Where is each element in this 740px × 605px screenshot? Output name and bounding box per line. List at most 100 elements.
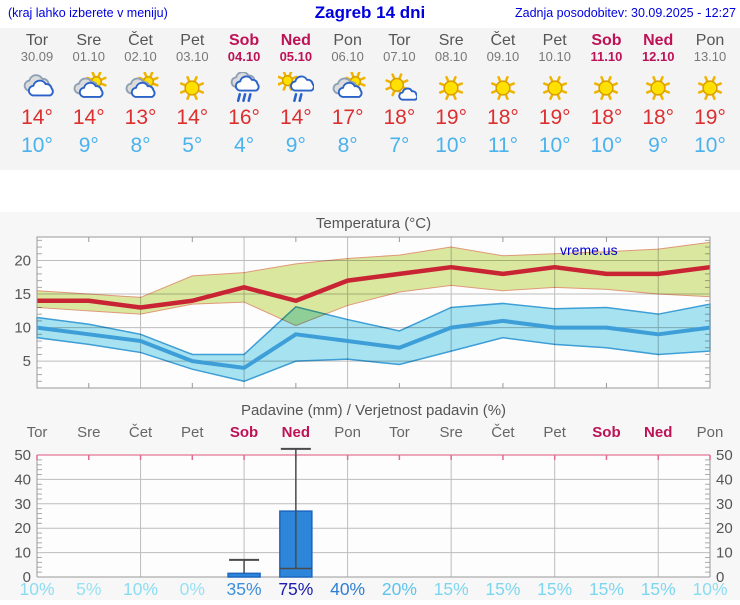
day-name: Sob (591, 32, 622, 49)
max-temperature: 18° (642, 106, 675, 129)
max-temperature: 17° (331, 106, 364, 129)
svg-text:0: 0 (23, 569, 31, 586)
cloudy-icon (23, 74, 54, 97)
precip-day-label: Čet (129, 424, 153, 441)
forecast-day-column: Ned 12.10 18° 9° (632, 28, 684, 159)
svg-text:10: 10 (14, 320, 31, 337)
rain-icon (230, 72, 260, 102)
day-name: Tor (25, 32, 49, 49)
precip-day-label: Tor (389, 424, 410, 441)
precipitation-probability: 35% (227, 579, 262, 599)
max-temperature: 19° (435, 106, 468, 129)
day-date: 06.10 (331, 49, 364, 64)
max-temperature: 18° (590, 106, 623, 129)
sunny-icon (490, 75, 515, 101)
day-date: 02.10 (124, 49, 157, 64)
precipitation-probability: 75% (278, 579, 313, 599)
precip-day-label: Čet (491, 424, 515, 441)
forecast-day-column: Sre 01.10 14° 9° (63, 28, 115, 159)
day-name: Sre (76, 32, 102, 49)
forecast-day-column: Čet 02.10 13° 8° (115, 28, 167, 159)
temperature-chart-title: Temperatura (°C) (316, 215, 431, 232)
day-date: 10.10 (538, 49, 571, 64)
forecast-day-column: Tor 07.10 18° 7° (373, 28, 425, 159)
last-update: Zadnja posodobitev: 30.09.2025 - 12:27 (514, 6, 736, 20)
forecast-day-column: Ned 05.10 14° 9° (270, 28, 322, 159)
forecast-strip: Tor 30.09 14° 10° Sre 01.10 14° 9° Čet 02.10 13° 8°… (0, 28, 740, 170)
svg-text:30: 30 (716, 496, 733, 513)
precipitation-probability: 10% (123, 579, 158, 599)
precipitation-probability: 15% (537, 579, 572, 599)
precip-day-label: Pet (181, 424, 204, 441)
forecast-day-column: Tor 30.09 14° 10° (11, 28, 63, 159)
svg-text:30: 30 (14, 496, 31, 513)
precipitation-probability: 40% (330, 579, 365, 599)
day-name: Pon (695, 32, 725, 49)
max-temperature: 19° (694, 106, 726, 129)
day-name: Pon (333, 32, 362, 49)
day-date: 09.10 (486, 49, 520, 64)
min-temperature: 7° (389, 134, 410, 157)
svg-text:15: 15 (14, 286, 31, 303)
precip-day-label: Pet (543, 424, 566, 441)
precipitation-probability: 15% (589, 579, 624, 599)
precip-day-label: Sob (230, 424, 258, 441)
precip-day-label: Sre (77, 424, 100, 441)
forecast-day-column: Čet 09.10 18° 11° (477, 28, 529, 159)
day-date: 03.10 (176, 49, 209, 64)
day-date: 07.10 (383, 49, 416, 64)
watermark-link[interactable]: vreme.us (560, 242, 618, 258)
sunny-icon (646, 75, 671, 101)
precipitation-probability: 10% (19, 579, 54, 599)
min-temperature: 10° (435, 134, 468, 157)
svg-text:20: 20 (716, 520, 733, 537)
partly-icon (73, 72, 107, 98)
precipitation-chart-title: Padavine (mm) / Verjetnost padavin (%) (241, 402, 506, 419)
partly-icon (332, 72, 366, 98)
precipitation-probability: 15% (434, 579, 469, 599)
forecast-day-column: Pet 03.10 14° 5° (166, 28, 218, 159)
location-hint: (kraj lahko izberete v meniju) (8, 6, 168, 20)
svg-text:40: 40 (14, 471, 31, 488)
day-date: 13.10 (693, 49, 727, 64)
precipitation-probability: 15% (641, 579, 676, 599)
svg-text:50: 50 (14, 447, 31, 464)
precip-day-label: Ned (644, 424, 672, 441)
day-date: 01.10 (72, 49, 106, 64)
day-date: 04.10 (227, 49, 261, 64)
day-name: Pet (180, 32, 205, 49)
precipitation-probability: 0% (180, 579, 205, 599)
partly-icon (125, 72, 159, 98)
precipitation-probability: 15% (485, 579, 520, 599)
day-date: 08.10 (434, 49, 468, 64)
temperature-chart: 5 10 15 20 Temperatura (°C) vreme.us (0, 212, 740, 405)
precip-day-label: Pon (697, 424, 724, 441)
svg-text:10: 10 (716, 545, 733, 562)
min-temperature: 9° (285, 134, 306, 157)
forecast-day-column: Pon 06.10 17° 8° (322, 28, 374, 159)
forecast-day-column: Sre 08.10 19° 10° (425, 28, 477, 159)
day-name: Čet (128, 32, 153, 49)
min-temperature: 10° (694, 134, 726, 157)
day-date: 30.09 (20, 49, 54, 64)
precipitation-probability: 5% (76, 579, 101, 599)
sunny-icon (697, 75, 723, 101)
min-temperature: 4° (234, 134, 255, 157)
min-temperature: 11° (487, 134, 519, 157)
precipitation-bar (227, 572, 261, 578)
svg-text:5: 5 (23, 353, 31, 370)
sun-rain-icon (277, 72, 314, 102)
max-temperature: 16° (228, 106, 260, 129)
svg-text:50: 50 (716, 447, 733, 464)
precipitation-probability: 10% (692, 579, 727, 599)
precipitation-chart: 0 0 10 10 20 20 30 30 40 40 50 50 Tor Sre Čet Pet Sob Ned… (0, 400, 740, 605)
sunny-icon (439, 75, 464, 101)
precip-day-label: Tor (27, 424, 48, 441)
page-title: Zagreb 14 dni (314, 3, 426, 22)
precip-day-label: Sob (592, 424, 620, 441)
sunny-icon (594, 75, 619, 101)
min-temperature: 8° (337, 134, 358, 157)
max-temperature: 13° (124, 106, 157, 129)
min-temperature: 9° (78, 134, 99, 157)
day-name: Pet (542, 32, 567, 49)
